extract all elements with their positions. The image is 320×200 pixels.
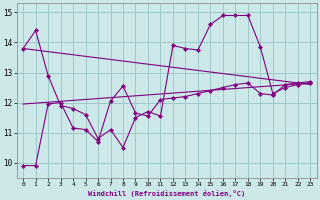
X-axis label: Windchill (Refroidissement éolien,°C): Windchill (Refroidissement éolien,°C) bbox=[88, 190, 245, 197]
